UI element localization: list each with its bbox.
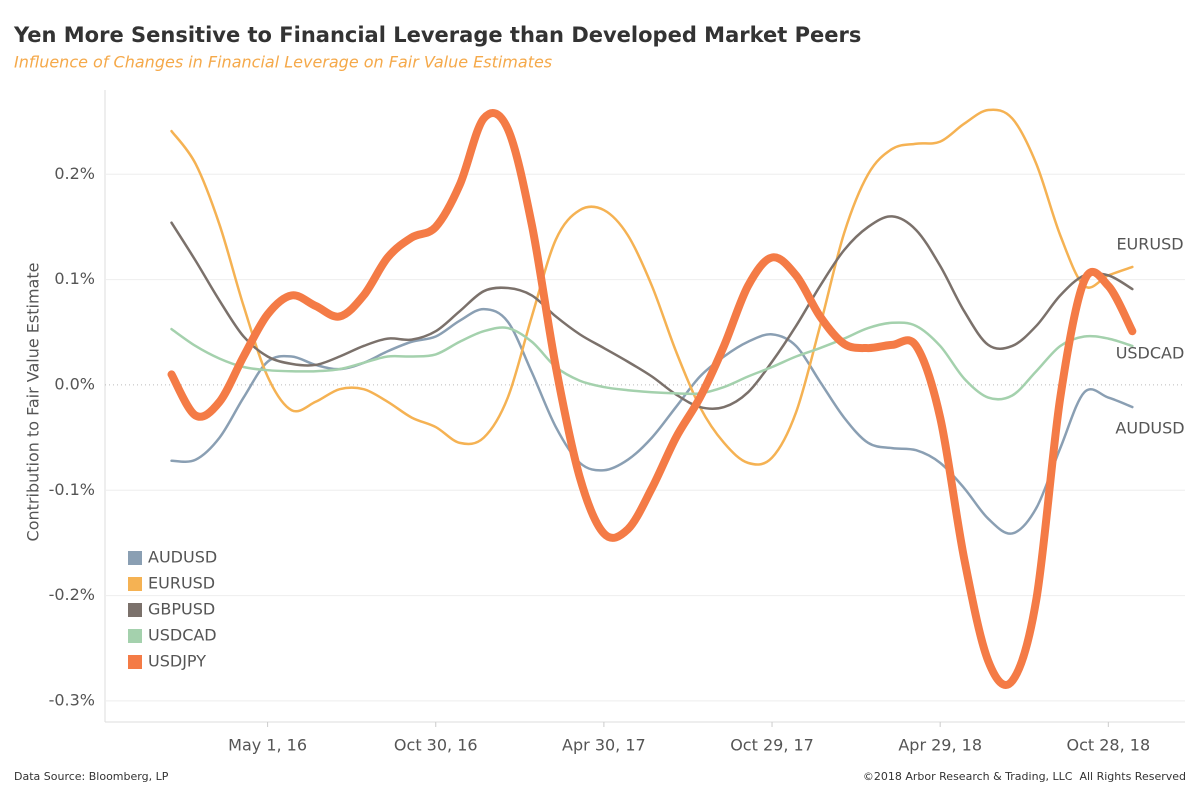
source: Data Source: Bloomberg, LP: [14, 770, 169, 783]
series-line: [167, 109, 1137, 689]
y-tick-label: -0.2%: [49, 585, 95, 604]
copyright: ©2018 Arbor Research & Trading, LLC All …: [863, 770, 1186, 783]
chart-subtitle: Influence of Changes in Financial Levera…: [14, 53, 552, 72]
x-tick-label: May 1, 16: [228, 736, 307, 755]
y-tick-label: -0.3%: [49, 690, 95, 709]
end-label: EURUSD: [1116, 234, 1183, 253]
legend-label: USDJPY: [148, 652, 206, 671]
y-tick-label: -0.1%: [49, 480, 95, 499]
legend-swatch: [128, 603, 142, 617]
legend-swatch: [128, 629, 142, 643]
legend-swatch: [128, 577, 142, 591]
legend-label: EURUSD: [148, 574, 215, 593]
x-tick-label: Oct 29, 17: [730, 736, 814, 755]
legend-label: GBPUSD: [148, 600, 215, 619]
legend-swatch: [128, 655, 142, 669]
end-label: AUDUSD: [1115, 419, 1184, 438]
legend-label: AUDUSD: [148, 548, 217, 567]
legend-label: USDCAD: [148, 626, 217, 645]
series-line: [170, 321, 1134, 401]
chart-title: Yen More Sensitive to Financial Leverage…: [13, 23, 861, 47]
y-tick-label: 0.1%: [54, 269, 95, 288]
y-axis-label: Contribution to Fair Value Estimate: [24, 263, 43, 542]
series-line: [170, 215, 1134, 411]
end-label: USDCAD: [1116, 343, 1185, 362]
x-tick-label: Apr 30, 17: [562, 736, 646, 755]
series-line: [170, 108, 1134, 466]
series-line: [170, 307, 1134, 535]
y-tick-label: 0.2%: [54, 164, 95, 183]
legend-swatch: [128, 551, 142, 565]
x-tick-label: Apr 29, 18: [898, 736, 982, 755]
x-tick-label: Oct 30, 16: [394, 736, 478, 755]
y-tick-label: 0.0%: [54, 374, 95, 393]
x-tick-label: Oct 28, 18: [1066, 736, 1150, 755]
